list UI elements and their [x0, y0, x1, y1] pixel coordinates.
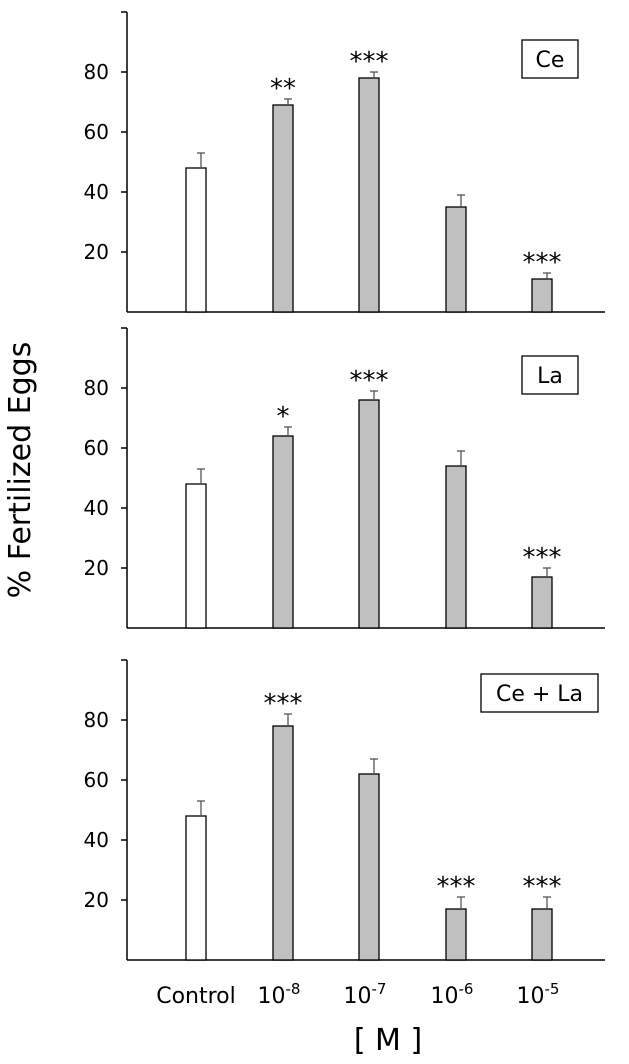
significance-label: *** [523, 248, 562, 278]
y-tick-label: 60 [84, 120, 109, 144]
panel-label-box [480, 673, 599, 713]
x-tick-label-exponent: -8 [286, 980, 301, 998]
y-tick-label: 40 [84, 828, 109, 852]
x-tick-label: 10-8 [258, 980, 301, 1009]
significance-label: *** [350, 47, 389, 77]
significance-label: *** [264, 689, 303, 719]
y-tick-label: 60 [84, 436, 109, 460]
panel-label: La [537, 364, 563, 389]
x-tick-label: Control [156, 984, 236, 1009]
y-tick-label: 80 [84, 708, 109, 732]
x-tick-label-base: Control [156, 984, 236, 1009]
x-tick-label-base: 10 [258, 984, 286, 1009]
bar [358, 77, 380, 313]
x-tick-label-exponent: -5 [545, 980, 560, 998]
panel-label-box [521, 355, 579, 395]
significance-label: *** [437, 872, 476, 902]
y-axis-label: % Fertilized Eggs [3, 342, 38, 599]
x-tick-label-base: 10 [431, 984, 459, 1009]
significance-label: *** [523, 543, 562, 573]
panel-label: Ce [536, 48, 565, 73]
bar [272, 104, 294, 313]
y-tick-label: 40 [84, 496, 109, 520]
panel-3: 20 40 60 80 *** *** *** Ce + La [84, 659, 605, 961]
panel-label: Ce + La [496, 682, 583, 707]
bar [185, 483, 207, 629]
x-tick-label-exponent: -6 [459, 980, 474, 998]
x-tick-label: 10-6 [431, 980, 474, 1009]
x-tick-label-base: 10 [517, 984, 545, 1009]
bar [185, 815, 207, 961]
x-axis-label: [ M ] [354, 1023, 422, 1058]
y-tick-label: 20 [84, 240, 109, 264]
bar [531, 576, 553, 629]
bar [445, 908, 467, 961]
y-tick-label: 20 [84, 556, 109, 580]
y-tick-label: 40 [84, 180, 109, 204]
bar [358, 773, 380, 961]
y-tick-label: 80 [84, 376, 109, 400]
bar [272, 725, 294, 961]
bar [185, 167, 207, 313]
bar [272, 435, 294, 629]
significance-label: * [277, 402, 290, 432]
x-tick-label: 10-5 [517, 980, 560, 1009]
bar [531, 278, 553, 313]
y-tick-label: 20 [84, 888, 109, 912]
x-tick-label-base: 10 [344, 984, 372, 1009]
significance-label: *** [350, 366, 389, 396]
bar [445, 206, 467, 313]
panel-label-box [521, 39, 579, 79]
bar [358, 399, 380, 629]
x-tick-label: 10-7 [344, 980, 387, 1009]
significance-label: *** [523, 872, 562, 902]
significance-label: ** [270, 74, 296, 104]
y-tick-label: 60 [84, 768, 109, 792]
bar [445, 465, 467, 629]
y-tick-label: 80 [84, 60, 109, 84]
bar [531, 908, 553, 961]
x-tick-label-exponent: -7 [372, 980, 387, 998]
